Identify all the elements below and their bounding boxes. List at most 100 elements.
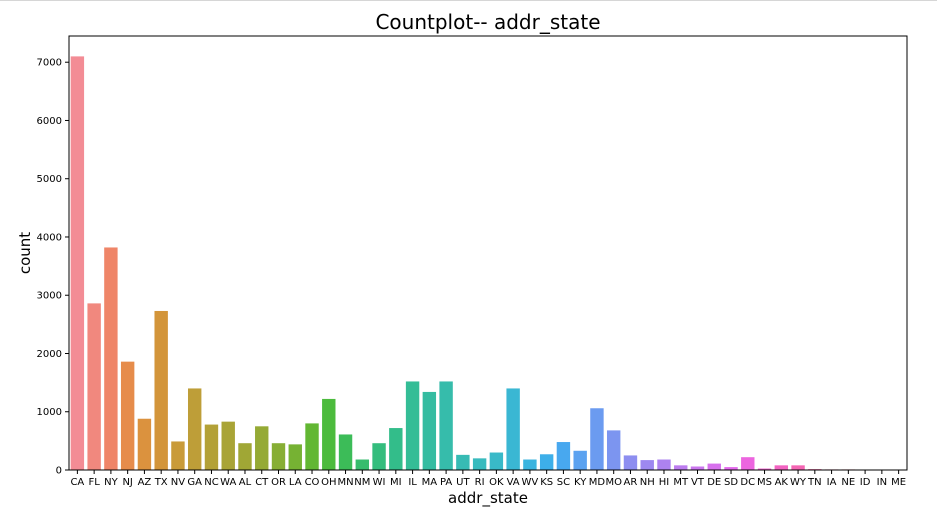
x-tick-label: TX: [154, 477, 168, 488]
x-tick-label: NM: [354, 477, 370, 488]
bar-va: [506, 388, 520, 470]
bar-nc: [204, 424, 219, 470]
bar-ms: [757, 468, 772, 470]
bar-ak: [774, 465, 789, 470]
x-tick-label: AZ: [138, 477, 152, 488]
x-tick-label: KY: [574, 477, 587, 488]
x-tick-label: AR: [624, 477, 638, 488]
y-axis-label: count: [16, 232, 34, 274]
bar-nh: [640, 460, 654, 470]
x-axis-label: addr_state: [448, 489, 528, 508]
y-tick-label: 6000: [37, 116, 62, 127]
bar-vt: [690, 466, 705, 470]
x-tick-label: IA: [827, 477, 837, 488]
bar-ma: [422, 391, 437, 470]
bar-ut: [456, 454, 470, 470]
x-tick-label: WV: [522, 477, 539, 488]
x-tick-label: DC: [740, 477, 755, 488]
x-tick-label: FL: [88, 477, 100, 488]
y-tick-label: 2000: [37, 349, 62, 360]
x-tick-label: MI: [390, 477, 402, 488]
bar-mn: [338, 434, 353, 470]
y-axis: 0 1000 2000 3000 4000 5000 6000 7000: [37, 58, 69, 477]
bar-dc: [741, 457, 755, 470]
x-tick-label: IL: [408, 477, 417, 488]
bar-il: [405, 381, 420, 470]
bar-ny: [104, 247, 118, 470]
bar-mi: [389, 428, 403, 470]
bar-de: [707, 463, 721, 470]
y-tick-label: 5000: [37, 174, 62, 185]
bar-ky: [573, 450, 587, 470]
bar-nj: [120, 361, 135, 470]
x-tick-label: WI: [373, 477, 386, 488]
x-tick-label: NH: [640, 477, 655, 488]
bar-hi: [657, 459, 671, 470]
y-tick-label: 4000: [37, 232, 62, 243]
bar-mo: [606, 430, 621, 470]
x-tick-label: NJ: [122, 477, 132, 488]
bar-ri: [472, 458, 487, 470]
x-tick-label: HI: [659, 477, 669, 488]
bar-wa: [221, 421, 235, 470]
top-border: [0, 0, 937, 1]
x-tick-label: GA: [187, 477, 202, 488]
x-tick-label: MO: [605, 477, 622, 488]
x-tick-label: MA: [422, 477, 438, 488]
bar-nm: [355, 459, 370, 470]
x-tick-label: OH: [321, 477, 336, 488]
x-tick-label: MN: [337, 477, 353, 488]
x-tick-label: NC: [204, 477, 218, 488]
x-tick-label: UT: [456, 477, 470, 488]
x-tick-label: SC: [557, 477, 570, 488]
bar-ar: [623, 455, 638, 470]
bars: [70, 56, 906, 471]
bar-sd: [724, 467, 738, 470]
bar-pa: [439, 381, 453, 470]
bar-fl: [87, 303, 101, 470]
x-tick-label: AL: [239, 477, 252, 488]
x-tick-label: CT: [255, 477, 269, 488]
x-tick-label: KS: [540, 477, 553, 488]
x-tick-label: MT: [673, 477, 689, 488]
x-tick-label: WY: [790, 477, 807, 488]
x-axis: CA FL NY NJ AZ TX NV GA NC WA AL CT OR LA CO OH MN NM WI MI…: [70, 470, 906, 488]
bar-mt: [674, 465, 688, 470]
x-tick-label: MS: [757, 477, 772, 488]
y-tick-label: 3000: [37, 291, 62, 302]
x-tick-label: PA: [440, 477, 452, 488]
x-tick-label: DE: [707, 477, 721, 488]
x-tick-label: CA: [70, 477, 84, 488]
x-tick-label: RI: [475, 477, 485, 488]
y-tick-label: 7000: [37, 58, 62, 69]
bar-ok: [489, 452, 504, 470]
bar-al: [238, 443, 252, 470]
bar-or: [271, 443, 286, 470]
bar-tx: [154, 310, 168, 470]
bar-wi: [372, 443, 386, 470]
y-tick-label: 0: [56, 466, 62, 477]
plot-frame: [68, 35, 908, 471]
x-tick-label: TN: [807, 477, 822, 488]
y-tick-label: 1000: [37, 407, 62, 418]
x-tick-label: CO: [305, 477, 320, 488]
x-tick-label: OR: [271, 477, 286, 488]
x-tick-label: AK: [775, 477, 789, 488]
x-tick-label: WA: [220, 477, 236, 488]
bar-ca: [70, 56, 85, 471]
x-tick-label: VA: [507, 477, 520, 488]
bar-az: [137, 418, 152, 470]
bar-md: [590, 408, 604, 470]
x-tick-label: NE: [841, 477, 855, 488]
x-tick-label: IN: [877, 477, 887, 488]
bar-ks: [539, 454, 554, 470]
x-tick-label: NV: [171, 477, 185, 488]
x-tick-label: SD: [724, 477, 738, 488]
bar-wy: [791, 465, 805, 470]
bar-ga: [187, 388, 202, 470]
bar-la: [288, 444, 302, 470]
chart-title: Countplot-- addr_state: [375, 10, 600, 34]
bar-ct: [255, 426, 269, 470]
bar-co: [305, 423, 319, 470]
